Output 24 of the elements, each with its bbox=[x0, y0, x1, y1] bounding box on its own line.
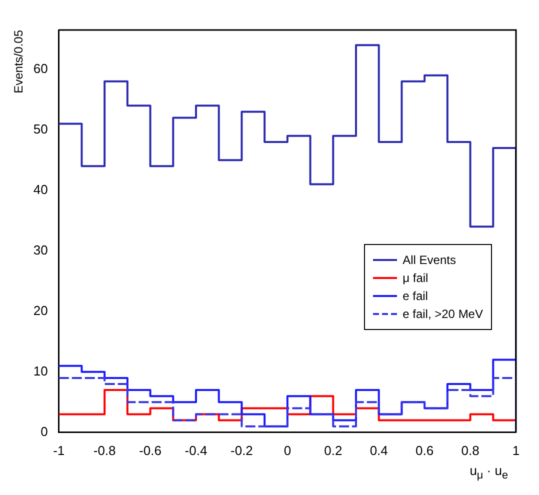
x-tick-label: 0.2 bbox=[324, 442, 342, 458]
x-tick-label: -0.2 bbox=[230, 442, 253, 458]
x-tick-label: 0.6 bbox=[416, 442, 434, 458]
x-tick-label: 0.4 bbox=[370, 442, 388, 458]
x-tick-label: 1 bbox=[512, 442, 520, 458]
x-axis-title: u$_{μ}$ · u$_{e}$ bbox=[470, 463, 508, 482]
legend-label: μ fail bbox=[402, 271, 428, 285]
legend-label: All Events bbox=[402, 253, 456, 267]
x-tick-label: -0.6 bbox=[139, 442, 162, 458]
y-tick-label: 0 bbox=[40, 424, 48, 439]
x-tick-label: 0 bbox=[284, 442, 292, 458]
x-tick-label: 0.8 bbox=[461, 442, 480, 458]
x-tick-label: -0.8 bbox=[93, 442, 116, 458]
y-tick-label: 20 bbox=[33, 302, 48, 318]
y-tick-label: 10 bbox=[33, 363, 48, 378]
y-tick-label: 60 bbox=[33, 60, 48, 76]
y-tick-label: 30 bbox=[33, 242, 48, 258]
x-tick-label: -0.4 bbox=[184, 442, 208, 458]
legend-label: e fail, >20 MeV bbox=[402, 307, 483, 321]
legend-label: e fail bbox=[402, 289, 428, 303]
y-tick-label: 50 bbox=[33, 121, 48, 136]
y-axis-title: Events/0.05 bbox=[12, 30, 26, 94]
x-tick-label: -1 bbox=[53, 442, 65, 458]
y-tick-label: 40 bbox=[33, 182, 48, 197]
